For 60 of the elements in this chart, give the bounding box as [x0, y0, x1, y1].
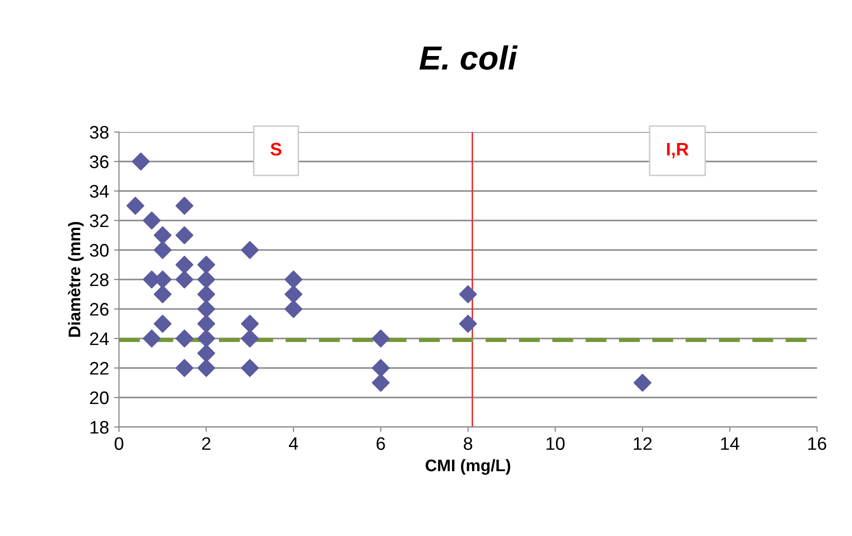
chart-title: E. coli [420, 45, 518, 70]
point [176, 226, 194, 244]
point [176, 270, 194, 288]
x-tick-label: 14 [721, 437, 740, 450]
y-tick-label: 24 [90, 332, 109, 346]
y-tick-label: 38 [90, 126, 108, 139]
point [197, 256, 216, 274]
y-tick-label: 26 [90, 302, 108, 316]
y-tick-label: 32 [90, 214, 108, 228]
x-tick-label: 0 [114, 437, 124, 450]
point [126, 196, 144, 215]
point [132, 152, 150, 170]
x-axis-title: CMI (mg/L) [426, 459, 510, 475]
x-tick-label: 8 [464, 437, 472, 450]
point [197, 314, 216, 333]
point [197, 330, 216, 348]
x-tick-label: 16 [808, 437, 826, 450]
point [176, 330, 194, 348]
point [284, 270, 302, 288]
x-tick-label: 6 [376, 437, 385, 450]
y-tick-label: 30 [90, 244, 109, 257]
point [372, 330, 390, 348]
x-tick-label: 4 [288, 437, 298, 450]
point [197, 270, 216, 288]
point [176, 359, 194, 377]
point [154, 226, 172, 244]
point [197, 344, 216, 362]
point [372, 374, 390, 392]
point [197, 285, 216, 304]
point [240, 330, 259, 348]
y-tick-label: 20 [90, 391, 109, 404]
point [459, 314, 477, 333]
y-tick-label: 34 [90, 184, 109, 198]
point [240, 314, 259, 333]
point [634, 374, 652, 392]
point [197, 300, 216, 318]
point [197, 359, 216, 377]
point [240, 359, 259, 377]
point [154, 241, 172, 259]
annotation: S [270, 142, 282, 156]
point [176, 256, 194, 274]
point [142, 330, 161, 348]
annotation: I,R [667, 142, 689, 158]
y-tick-label: 22 [90, 362, 108, 375]
x-tick-label: 2 [202, 437, 210, 450]
x-tick-label: 10 [546, 437, 565, 450]
point [372, 359, 390, 377]
point [154, 314, 172, 333]
y-tick-label: 28 [90, 273, 108, 286]
point [459, 285, 477, 304]
y-axis-title: Diamètre (mm) [68, 222, 84, 337]
x-tick-label: 12 [634, 437, 652, 450]
y-tick-label: 18 [90, 420, 108, 434]
point [154, 285, 172, 304]
point [142, 212, 161, 230]
point [284, 300, 302, 318]
point [284, 285, 302, 304]
y-tick-label: 36 [90, 155, 108, 168]
point [176, 196, 194, 215]
point [240, 241, 259, 259]
